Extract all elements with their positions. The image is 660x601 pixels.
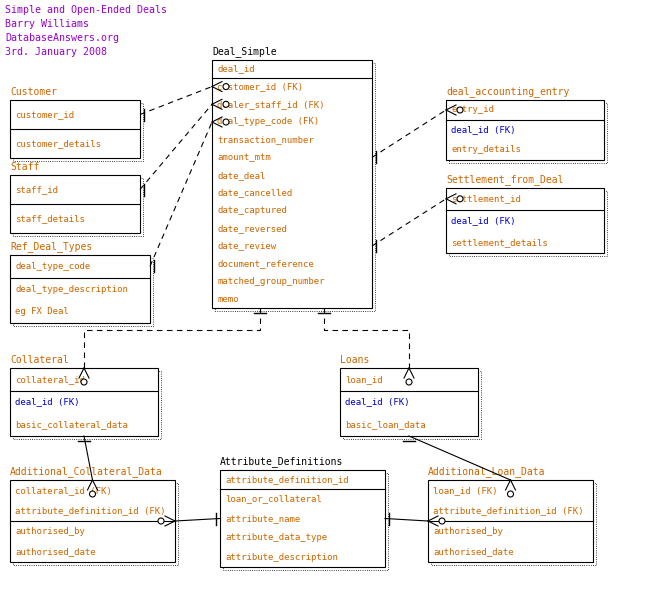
Circle shape [223, 102, 229, 108]
Circle shape [223, 119, 229, 125]
Text: settlement_id: settlement_id [451, 194, 521, 203]
Circle shape [508, 491, 513, 497]
Text: Deal_Simple: Deal_Simple [212, 46, 277, 57]
Text: loan_id (FK): loan_id (FK) [433, 486, 498, 495]
Text: customer_id (FK): customer_id (FK) [217, 82, 303, 91]
Bar [449, 103, 607, 163]
Text: date_review: date_review [217, 242, 276, 251]
Text: Settlement_from_Deal: Settlement_from_Deal [446, 174, 564, 185]
Text: Barry Williams: Barry Williams [5, 19, 89, 29]
Circle shape [158, 518, 164, 524]
Text: deal_id (FK): deal_id (FK) [451, 126, 515, 135]
Text: staff_details: staff_details [15, 214, 85, 223]
Bar [10, 255, 150, 323]
Text: deal_type_description: deal_type_description [15, 284, 128, 293]
Text: Staff: Staff [10, 162, 40, 172]
Bar [446, 188, 604, 253]
Text: customer_id: customer_id [15, 110, 74, 119]
Text: Loans: Loans [340, 355, 370, 365]
Text: basic_collateral_data: basic_collateral_data [15, 420, 128, 429]
Text: deal_id (FK): deal_id (FK) [451, 216, 515, 225]
Text: document_reference: document_reference [217, 259, 314, 268]
Bar [10, 480, 175, 562]
Bar [220, 470, 385, 567]
Circle shape [439, 518, 445, 524]
Bar [13, 258, 153, 326]
Bar [10, 100, 140, 158]
Text: loan_or_collateral: loan_or_collateral [225, 495, 322, 504]
Text: attribute_definition_id: attribute_definition_id [225, 475, 348, 484]
Text: Simple and Open-Ended Deals: Simple and Open-Ended Deals [5, 5, 167, 15]
Text: Ref_Deal_Types: Ref_Deal_Types [10, 241, 92, 252]
Text: date_captured: date_captured [217, 206, 287, 215]
Text: loan_id: loan_id [345, 375, 383, 384]
Text: entry_id: entry_id [451, 106, 494, 115]
Text: attribute_data_type: attribute_data_type [225, 534, 327, 542]
Bar [10, 175, 140, 233]
Text: attribute_description: attribute_description [225, 553, 338, 562]
Bar [212, 60, 372, 308]
Text: deal_id (FK): deal_id (FK) [345, 397, 409, 406]
Text: transaction_number: transaction_number [217, 135, 314, 144]
Text: attribute_definition_id (FK): attribute_definition_id (FK) [15, 506, 166, 515]
Circle shape [457, 196, 463, 202]
Text: customer_details: customer_details [15, 139, 101, 148]
Bar [13, 103, 143, 161]
Text: authorised_by: authorised_by [433, 526, 503, 535]
Text: Customer: Customer [10, 87, 57, 97]
Text: deal_id: deal_id [217, 64, 255, 73]
Text: attribute_definition_id (FK): attribute_definition_id (FK) [433, 506, 583, 515]
Text: 3rd. January 2008: 3rd. January 2008 [5, 47, 107, 57]
Text: deal_id (FK): deal_id (FK) [15, 397, 79, 406]
Text: authorised_date: authorised_date [433, 548, 513, 557]
Text: authorised_by: authorised_by [15, 526, 85, 535]
Text: attribute_name: attribute_name [225, 514, 300, 523]
Text: collateral_id: collateral_id [15, 375, 85, 384]
Text: entry_details: entry_details [451, 145, 521, 154]
Circle shape [81, 379, 87, 385]
Bar [446, 100, 604, 160]
Text: collateral_id (FK): collateral_id (FK) [15, 486, 112, 495]
Bar [13, 178, 143, 236]
Bar [215, 63, 375, 311]
Text: deal_type_code (FK): deal_type_code (FK) [217, 118, 319, 126]
Text: dealer_staff_id (FK): dealer_staff_id (FK) [217, 100, 325, 109]
Circle shape [90, 491, 96, 497]
Circle shape [406, 379, 412, 385]
Text: amount_mtm: amount_mtm [217, 153, 271, 162]
Text: matched_group_number: matched_group_number [217, 277, 325, 286]
Text: deal_type_code: deal_type_code [15, 262, 90, 271]
Text: Collateral: Collateral [10, 355, 69, 365]
Text: staff_id: staff_id [15, 185, 58, 194]
Bar [340, 368, 478, 436]
Text: settlement_details: settlement_details [451, 237, 548, 246]
Text: date_cancelled: date_cancelled [217, 188, 292, 197]
Text: DatabaseAnswers.org: DatabaseAnswers.org [5, 33, 119, 43]
Bar [13, 483, 178, 565]
Text: deal_accounting_entry: deal_accounting_entry [446, 86, 570, 97]
Text: authorised_date: authorised_date [15, 548, 96, 557]
Text: basic_loan_data: basic_loan_data [345, 420, 426, 429]
Text: Additional_Loan_Data: Additional_Loan_Data [428, 466, 546, 477]
Bar [10, 368, 158, 436]
Bar [431, 483, 596, 565]
Bar [343, 371, 481, 439]
Text: date_deal: date_deal [217, 171, 265, 180]
Text: memo: memo [217, 294, 238, 304]
Circle shape [223, 84, 229, 90]
Bar [449, 191, 607, 256]
Text: date_reversed: date_reversed [217, 224, 287, 233]
Circle shape [457, 107, 463, 113]
Bar [13, 371, 161, 439]
Text: Additional_Collateral_Data: Additional_Collateral_Data [10, 466, 163, 477]
Bar [223, 473, 388, 570]
Text: eg FX Deal: eg FX Deal [15, 307, 69, 316]
Text: Attribute_Definitions: Attribute_Definitions [220, 456, 343, 467]
Bar [428, 480, 593, 562]
